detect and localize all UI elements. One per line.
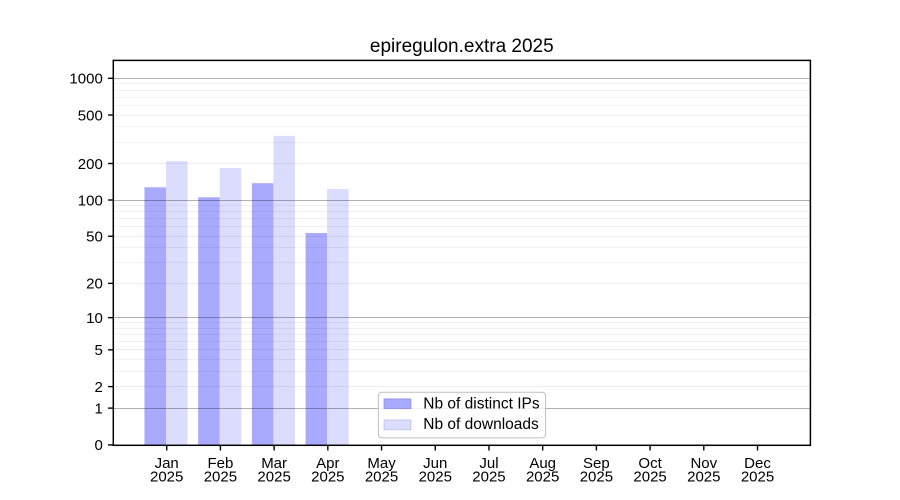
svg-text:epiregulon.extra 2025: epiregulon.extra 2025 [370, 36, 554, 57]
svg-text:10: 10 [86, 310, 103, 327]
svg-text:1000: 1000 [69, 71, 102, 88]
svg-text:5: 5 [94, 342, 102, 359]
svg-text:Aug: Aug [529, 455, 556, 472]
svg-text:2025: 2025 [150, 468, 183, 485]
svg-text:2025: 2025 [204, 468, 237, 485]
svg-text:Apr: Apr [316, 455, 339, 472]
svg-text:0: 0 [94, 437, 102, 454]
svg-text:2025: 2025 [526, 468, 559, 485]
svg-text:Nb of distinct IPs: Nb of distinct IPs [423, 395, 540, 412]
svg-text:100: 100 [78, 192, 103, 209]
svg-text:1: 1 [94, 400, 102, 417]
svg-text:Oct: Oct [638, 455, 662, 472]
svg-text:Mar: Mar [261, 455, 287, 472]
svg-text:2025: 2025 [633, 468, 666, 485]
svg-text:Feb: Feb [207, 455, 233, 472]
svg-text:50: 50 [86, 229, 103, 246]
svg-text:Jun: Jun [423, 455, 447, 472]
svg-text:500: 500 [78, 107, 103, 124]
svg-text:2025: 2025 [257, 468, 290, 485]
svg-text:Dec: Dec [744, 455, 771, 472]
svg-text:2: 2 [94, 379, 102, 396]
svg-text:Sep: Sep [583, 455, 610, 472]
svg-text:Jul: Jul [479, 455, 498, 472]
svg-text:2025: 2025 [580, 468, 613, 485]
svg-text:20: 20 [86, 276, 103, 293]
svg-text:Nb of downloads: Nb of downloads [423, 416, 539, 433]
svg-text:2025: 2025 [741, 468, 774, 485]
svg-text:Jan: Jan [155, 455, 179, 472]
svg-text:2025: 2025 [472, 468, 505, 485]
svg-text:May: May [367, 455, 396, 472]
svg-text:2025: 2025 [419, 468, 452, 485]
svg-text:200: 200 [78, 156, 103, 173]
svg-text:Nov: Nov [690, 455, 717, 472]
svg-text:2025: 2025 [687, 468, 720, 485]
svg-text:2025: 2025 [365, 468, 398, 485]
svg-text:2025: 2025 [311, 468, 344, 485]
